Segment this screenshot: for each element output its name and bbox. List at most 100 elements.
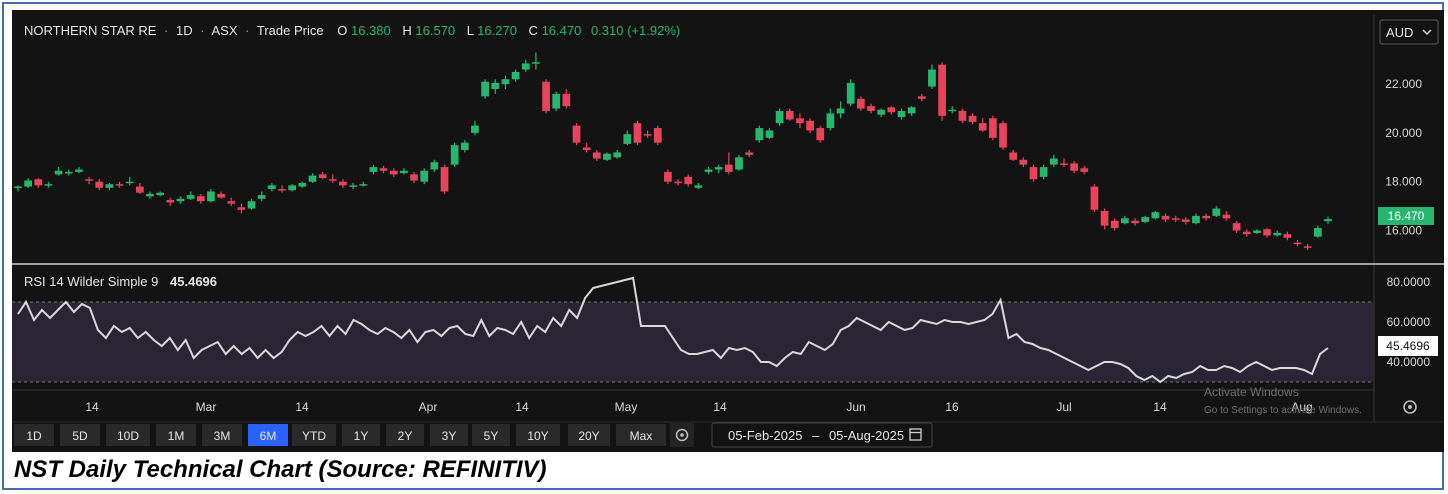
candle-body bbox=[1181, 219, 1190, 222]
candle bbox=[115, 181, 124, 188]
timeframe-button-1d[interactable]: 1D bbox=[14, 424, 54, 446]
candle-body bbox=[1232, 223, 1241, 231]
price-tick-label: 16.000 bbox=[1385, 223, 1422, 237]
candle-body bbox=[999, 123, 1007, 148]
candle-body bbox=[704, 169, 713, 172]
candle-body bbox=[460, 142, 469, 150]
candle-body bbox=[938, 64, 946, 116]
candle bbox=[166, 197, 175, 207]
candle bbox=[95, 179, 104, 191]
candle-body bbox=[1049, 158, 1058, 165]
timeframe-button-5d[interactable]: 5D bbox=[60, 424, 100, 446]
timeframe-button-bg[interactable] bbox=[342, 424, 380, 446]
timeframe-button-bg[interactable] bbox=[516, 424, 560, 446]
candle bbox=[532, 52, 540, 70]
timeframe-button-1y[interactable]: 1Y bbox=[342, 424, 380, 446]
candle-body bbox=[836, 108, 845, 114]
candle-body bbox=[1222, 214, 1231, 219]
timeframe-button-bg[interactable] bbox=[106, 424, 150, 446]
timeframe-button-label: 3M bbox=[214, 429, 231, 443]
timeframe-button-10d[interactable]: 10D bbox=[106, 424, 150, 446]
timeframe-button-bg[interactable] bbox=[202, 424, 242, 446]
candle-body bbox=[1242, 231, 1251, 235]
candle bbox=[24, 178, 33, 188]
candle-body bbox=[928, 69, 936, 87]
candle-body bbox=[907, 107, 916, 114]
candle-body bbox=[724, 164, 733, 172]
candle bbox=[542, 79, 550, 114]
candle bbox=[146, 191, 154, 199]
timeframe-button-bg[interactable] bbox=[386, 424, 424, 446]
candle-body bbox=[278, 189, 286, 191]
candle bbox=[613, 150, 622, 159]
candle bbox=[318, 171, 327, 180]
timeframe-button-1m[interactable]: 1M bbox=[156, 424, 196, 446]
timeframe-button-5y[interactable]: 5Y bbox=[472, 424, 510, 446]
timeframe-toolbar: 1D 5D 10D 1M 3M 6M YTD 1Y 2Y 3Y 5Y 10Y 20Y Max bbox=[14, 424, 666, 446]
candle bbox=[735, 154, 743, 171]
timeframe-button-ytd[interactable]: YTD bbox=[292, 424, 336, 446]
timeframe-button-bg[interactable] bbox=[60, 424, 100, 446]
candle-body bbox=[1121, 218, 1129, 224]
rsi-tick-label: 40.0000 bbox=[1387, 355, 1431, 369]
candle bbox=[196, 193, 205, 204]
candle bbox=[653, 125, 662, 146]
candle bbox=[278, 185, 286, 193]
currency-select[interactable]: AUD bbox=[1379, 19, 1439, 45]
candle bbox=[328, 174, 337, 183]
candle bbox=[999, 120, 1007, 150]
toolbar-settings-button[interactable] bbox=[670, 423, 694, 447]
candle bbox=[989, 115, 997, 141]
candle-body bbox=[867, 106, 875, 111]
candle bbox=[521, 59, 530, 72]
candle bbox=[34, 178, 43, 188]
timeframe-button-3y[interactable]: 3Y bbox=[430, 424, 468, 446]
candle-body bbox=[1039, 167, 1048, 177]
candle bbox=[877, 108, 886, 118]
candle-body bbox=[785, 110, 794, 120]
timeframe-button-20y[interactable]: 20Y bbox=[568, 424, 610, 446]
timeframe-button-bg[interactable] bbox=[156, 424, 196, 446]
timeframe-button-bg[interactable] bbox=[472, 424, 510, 446]
candle-body bbox=[1060, 163, 1068, 165]
candle-body bbox=[328, 179, 337, 181]
candle bbox=[1222, 210, 1231, 221]
time-tick-label: 14 bbox=[713, 400, 727, 414]
candle bbox=[460, 140, 469, 153]
timeframe-button-10y[interactable]: 10Y bbox=[516, 424, 560, 446]
price-legend: NORTHERN STAR RE · 1D · ASX · Trade Pric… bbox=[24, 23, 680, 38]
timeframe-button-bg[interactable] bbox=[248, 424, 288, 446]
axis-settings-button[interactable] bbox=[1403, 400, 1417, 414]
candle bbox=[572, 123, 581, 146]
candle-body bbox=[735, 157, 743, 170]
time-tick-label: 14 bbox=[295, 400, 309, 414]
candle-body bbox=[989, 118, 997, 138]
rsi-tick-label: 80.0000 bbox=[1387, 275, 1431, 289]
date-range-picker[interactable]: 05-Feb-2025 – 05-Aug-2025 bbox=[711, 422, 933, 448]
timeframe-button-max[interactable]: Max bbox=[616, 424, 666, 446]
price-tick-label: 22.000 bbox=[1385, 77, 1422, 91]
candle-body bbox=[14, 186, 22, 189]
timeframe-button-6m[interactable]: 6M bbox=[248, 424, 288, 446]
candle bbox=[938, 62, 946, 121]
candle-body bbox=[64, 171, 73, 174]
timeframe-button-bg[interactable] bbox=[14, 424, 54, 446]
candle-body bbox=[166, 200, 175, 203]
candle-body bbox=[1273, 232, 1282, 236]
candle bbox=[1029, 164, 1038, 182]
candle bbox=[1060, 158, 1068, 168]
timeframe-button-bg[interactable] bbox=[292, 424, 336, 446]
timeframe-button-bg[interactable] bbox=[616, 424, 666, 446]
candle-body bbox=[85, 179, 93, 181]
candle-body bbox=[156, 192, 165, 196]
timeframe-button-bg[interactable] bbox=[568, 424, 610, 446]
timeframe-button-3m[interactable]: 3M bbox=[202, 424, 242, 446]
date-range-box[interactable] bbox=[711, 422, 933, 448]
legend-low-label: L bbox=[467, 23, 474, 38]
date-range-end: 05-Aug-2025 bbox=[829, 428, 904, 443]
timeframe-button-2y[interactable]: 2Y bbox=[386, 424, 424, 446]
timeframe-button-bg[interactable] bbox=[430, 424, 468, 446]
rsi-value-badge-text: 45.4696 bbox=[1386, 339, 1430, 353]
currency-select-box[interactable] bbox=[1379, 19, 1439, 45]
